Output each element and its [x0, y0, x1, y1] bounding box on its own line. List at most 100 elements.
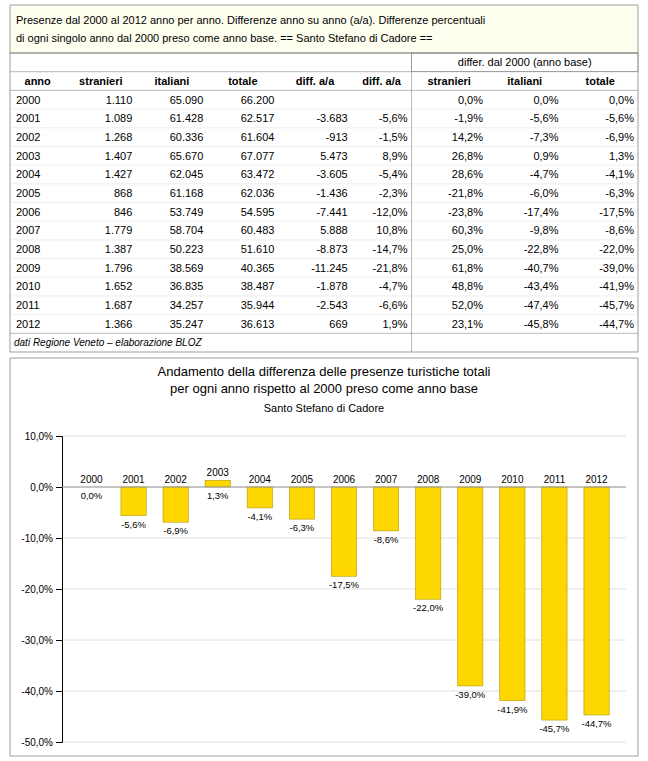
data-label: -6,3% — [289, 522, 314, 533]
chart-title: Andamento della differenza delle presenz… — [158, 364, 491, 379]
bar — [416, 487, 441, 599]
table-cell: -21,8% — [448, 187, 483, 199]
bar — [500, 487, 525, 701]
table-header: italiani — [154, 75, 189, 87]
table-rule — [10, 71, 638, 72]
table-header: stranieri — [428, 75, 471, 87]
table-subheader: differ. dal 2000 (anno base) — [458, 56, 592, 68]
table-cell: 0,0% — [533, 94, 558, 106]
subheader-box — [411, 53, 638, 72]
table-cell: 61.604 — [241, 131, 275, 143]
tick-mark — [56, 589, 62, 590]
bars — [62, 480, 626, 720]
grid-line — [62, 487, 626, 488]
category-label: 2002 — [165, 474, 188, 485]
category-label: 2004 — [249, 474, 272, 485]
table-cell: -45,7% — [599, 299, 634, 311]
table-cell: 14,2% — [452, 131, 483, 143]
table-rule — [10, 146, 638, 147]
table-cell: 1.652 — [105, 280, 133, 292]
table-cell: 36.613 — [241, 318, 275, 330]
data-label: -17,5% — [329, 579, 360, 590]
grid-line — [62, 691, 626, 692]
table-footer: dati Regione Veneto – elaborazione BLOZ — [14, 337, 202, 348]
tick-label: 0,0% — [30, 482, 53, 493]
bar — [458, 487, 483, 686]
table-cell: -40,7% — [524, 262, 559, 274]
table-cell: 2002 — [16, 131, 40, 143]
table-cell: 65.670 — [170, 150, 204, 162]
tick: -20,0% — [21, 584, 62, 595]
chart-title: per ogni anno rispetto al 2000 preso com… — [170, 381, 478, 396]
table-cell: -4,7% — [530, 168, 559, 180]
table-cell: 58.704 — [170, 224, 204, 236]
table-cell: 62.517 — [241, 112, 275, 124]
table-cell: -41,9% — [599, 280, 634, 292]
y-axis: 10,0% 0,0% -10,0% -20,0% -30,0% -40,0% -50,0% — [21, 431, 62, 748]
table-cell: 868 — [114, 187, 132, 199]
category-label: 2012 — [585, 474, 608, 485]
tick: 10,0% — [25, 431, 62, 442]
table-rule — [10, 314, 638, 315]
tick-label: -30,0% — [21, 635, 53, 646]
table-cell: 51.610 — [241, 243, 275, 255]
table-cell: 63.472 — [241, 168, 275, 180]
category-label: 2005 — [291, 474, 314, 485]
data-label: 1,3% — [207, 490, 229, 501]
table-cell: 25,0% — [452, 243, 483, 255]
table-cell: -17,5% — [599, 206, 634, 218]
table-rule — [10, 109, 638, 110]
tick-label: 10,0% — [25, 431, 53, 442]
table-cell: -11.245 — [311, 262, 348, 274]
axis-line — [56, 437, 63, 743]
table-cell: -913 — [326, 131, 348, 143]
category-label: 2007 — [375, 474, 398, 485]
category-label: 2003 — [207, 467, 230, 478]
tick-label: -50,0% — [21, 737, 53, 748]
table-cell: 48,8% — [452, 280, 483, 292]
category-label: 2006 — [333, 474, 356, 485]
table-rule — [10, 295, 638, 296]
data-label: -5,6% — [121, 519, 146, 530]
table-rule — [10, 239, 638, 240]
tick: -50,0% — [21, 737, 62, 748]
tick-mark — [56, 742, 62, 743]
table-cell: -2.543 — [316, 299, 347, 311]
table-cell: 23,1% — [452, 318, 483, 330]
data-label: 0,0% — [81, 490, 103, 501]
table-cell: -8,6% — [605, 224, 634, 236]
tick-mark — [56, 691, 62, 692]
table-cell: 2003 — [16, 150, 40, 162]
table-cell: 67.077 — [241, 150, 275, 162]
table-cell: 1.427 — [105, 168, 133, 180]
table-cell: 846 — [114, 206, 132, 218]
table-cell: 52,0% — [452, 299, 483, 311]
tick: -40,0% — [21, 686, 62, 697]
table-cell: 1.687 — [105, 299, 133, 311]
grid — [62, 436, 626, 742]
table-cell: 2004 — [16, 168, 40, 180]
table-cell: 1.110 — [106, 94, 133, 106]
table-cell: 1.387 — [105, 243, 133, 255]
chart-box — [10, 358, 638, 756]
table-cell: -6,0% — [530, 187, 559, 199]
tick-mark — [56, 487, 62, 488]
table-cell: 10,8% — [376, 224, 407, 236]
table-cell: 28,6% — [452, 168, 483, 180]
tick: -30,0% — [21, 635, 62, 646]
table-cell: 35.247 — [170, 318, 204, 330]
table-rule — [10, 221, 638, 222]
table-cell: 65.090 — [170, 94, 204, 106]
table-cell: -1,9% — [454, 112, 483, 124]
category-label: 2001 — [122, 474, 145, 485]
tick-label: -10,0% — [21, 533, 53, 544]
tick: 0,0% — [30, 482, 62, 493]
table-header: anno — [25, 75, 52, 87]
table-cell: 61.168 — [170, 187, 204, 199]
table-header: diff. a/a — [362, 75, 401, 87]
table-divider — [411, 53, 412, 352]
table-cell: 62.036 — [241, 187, 275, 199]
bar — [373, 487, 398, 531]
table-cell: 1.268 — [105, 131, 133, 143]
table: Presenze dal 2000 al 2012 anno per anno.… — [10, 5, 638, 352]
